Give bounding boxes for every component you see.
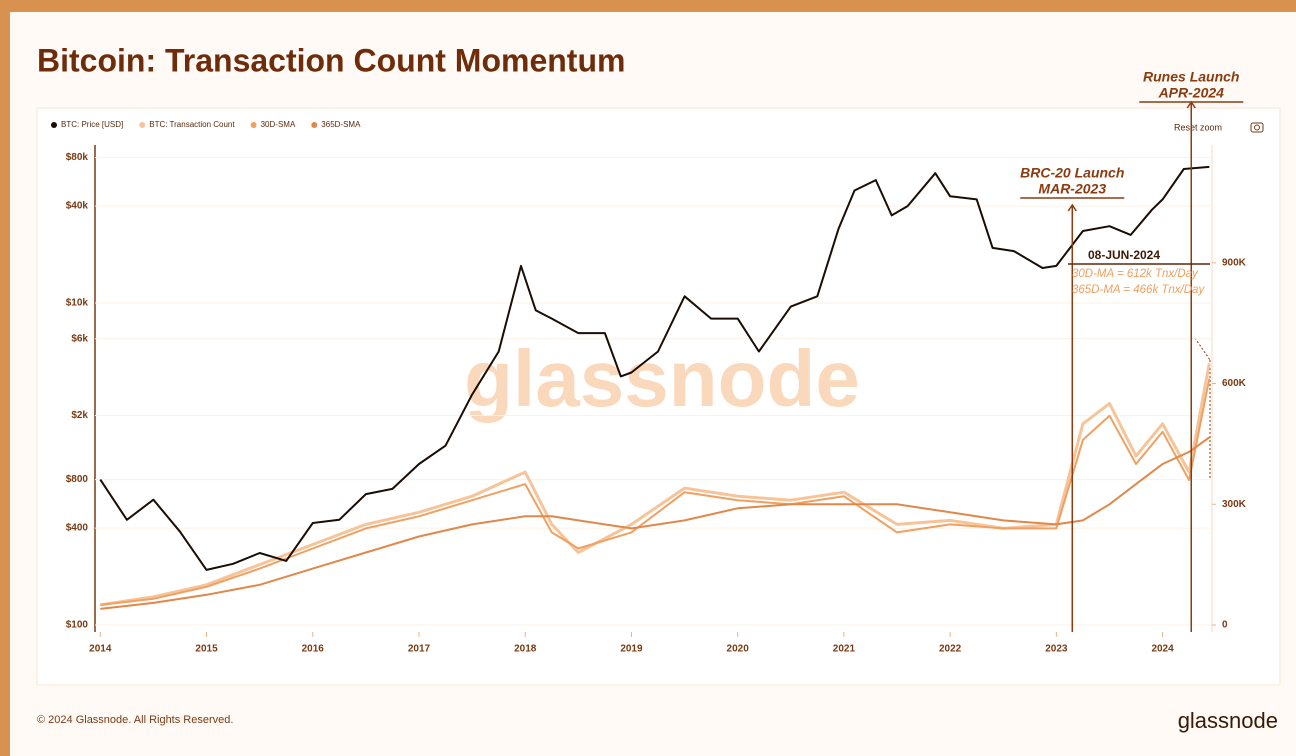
annotation-line: 365D-MA = 466k Tnx/Day <box>1072 284 1205 296</box>
event-arrow <box>1067 203 1077 212</box>
y-tick-label: $400 <box>66 523 89 534</box>
watermark: glassnode <box>464 334 860 423</box>
chart-title: Bitcoin: Transaction Count Momentum <box>37 42 625 78</box>
y2-tick-label: 900K <box>1222 257 1247 268</box>
legend-marker <box>311 122 318 128</box>
camera-icon[interactable] <box>1250 122 1264 133</box>
event-date: APR-2024 <box>1158 85 1225 101</box>
x-tick-label: 2016 <box>302 644 325 655</box>
legend-marker <box>139 122 146 128</box>
series-line <box>100 378 1211 606</box>
legend-label: 30D-SMA <box>261 120 296 129</box>
y-tick-label: $100 <box>66 620 89 631</box>
event-name: Runes Launch <box>1143 69 1239 85</box>
series-line <box>99 165 1210 571</box>
footer: © 2024 Glassnode. All Rights Reserved. <box>37 714 233 726</box>
x-tick-label: 2019 <box>620 644 643 655</box>
x-tick-label: 2021 <box>833 644 856 655</box>
reset-zoom[interactable]: Reset zoom <box>1174 122 1222 132</box>
series-line <box>100 436 1210 610</box>
y-tick-label: $800 <box>66 474 89 485</box>
logo: glassnode <box>1178 708 1278 733</box>
event-name: BRC-20 Launch <box>1020 165 1124 181</box>
x-tick-label: 2018 <box>514 644 537 655</box>
annotation-line: 30D-MA = 612k Tnx/Day <box>1072 268 1199 280</box>
legend-marker <box>51 122 57 128</box>
x-tick-label: 2022 <box>939 644 962 655</box>
x-tick-label: 2015 <box>195 644 218 655</box>
legend-label: 365D-SMA <box>321 120 361 129</box>
y2-tick-label: 300K <box>1222 499 1247 510</box>
pointer <box>1194 337 1211 361</box>
x-tick-label: 2020 <box>727 644 750 655</box>
y2-tick-label: 0 <box>1222 620 1228 631</box>
y-tick-label: $10k <box>66 298 89 309</box>
series-line <box>100 363 1211 607</box>
y-tick-label: $80k <box>66 152 89 163</box>
x-tick-label: 2017 <box>408 644 431 655</box>
legend-marker <box>250 122 257 128</box>
event-date: MAR-2023 <box>1038 181 1106 197</box>
camera-lens <box>1254 124 1260 131</box>
y-tick-label: $2k <box>71 410 88 421</box>
x-tick-label: 2014 <box>89 644 112 655</box>
y-tick-label: $40k <box>66 201 89 212</box>
legend-label: BTC: Price [USD] <box>61 120 123 129</box>
x-tick-label: 2023 <box>1045 644 1068 655</box>
annotation-date: 08-JUN-2024 <box>1088 248 1160 262</box>
y2-tick-label: 600K <box>1222 378 1247 389</box>
legend-label: BTC: Transaction Count <box>149 120 235 129</box>
y-tick-label: $6k <box>71 333 88 344</box>
x-tick-label: 2024 <box>1151 644 1174 655</box>
